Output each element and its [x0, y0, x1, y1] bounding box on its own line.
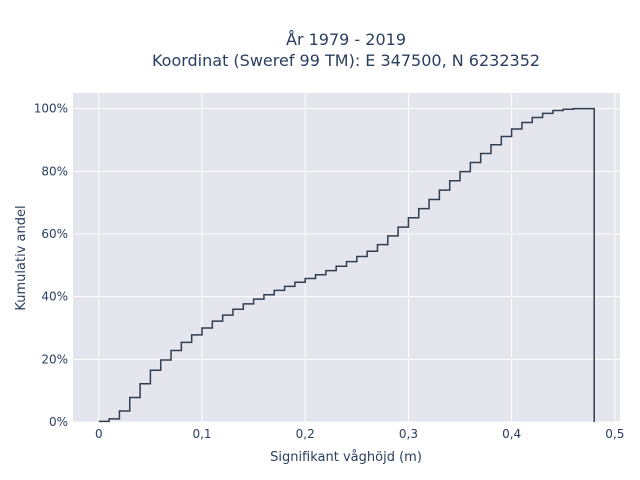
y-tick-labels: 0% 20% 40% 60% 80% 100% — [34, 102, 68, 429]
grid-horizontal — [73, 108, 620, 423]
cumulative-step-line — [98, 107, 595, 423]
x-tick-label: 0,5 — [605, 427, 624, 441]
x-tick-label: 0,2 — [296, 427, 315, 441]
y-tick-label: 60% — [41, 227, 68, 241]
plot-background — [73, 93, 620, 422]
x-tick-label: 0,4 — [502, 427, 521, 441]
x-tick-labels: 0 0,1 0,2 0,3 0,4 0,5 — [95, 427, 624, 441]
x-tick-label: 0,3 — [399, 427, 418, 441]
y-tick-label: 40% — [41, 290, 68, 304]
y-tick-label: 20% — [41, 352, 68, 366]
grid-vertical — [98, 93, 616, 422]
x-tick-label: 0,1 — [192, 427, 211, 441]
y-tick-label: 80% — [41, 164, 68, 178]
x-axis-title: Signifikant våghöjd (m) — [270, 450, 422, 465]
chart-title-line1: År 1979 - 2019 — [286, 30, 406, 49]
y-tick-label: 0% — [49, 415, 68, 429]
x-tick-label: 0 — [95, 427, 103, 441]
y-tick-label: 100% — [34, 102, 68, 116]
y-axis-title: Kumulativ andel — [14, 205, 29, 310]
chart-title-line2: Koordinat (Sweref 99 TM): E 347500, N 62… — [152, 51, 540, 70]
